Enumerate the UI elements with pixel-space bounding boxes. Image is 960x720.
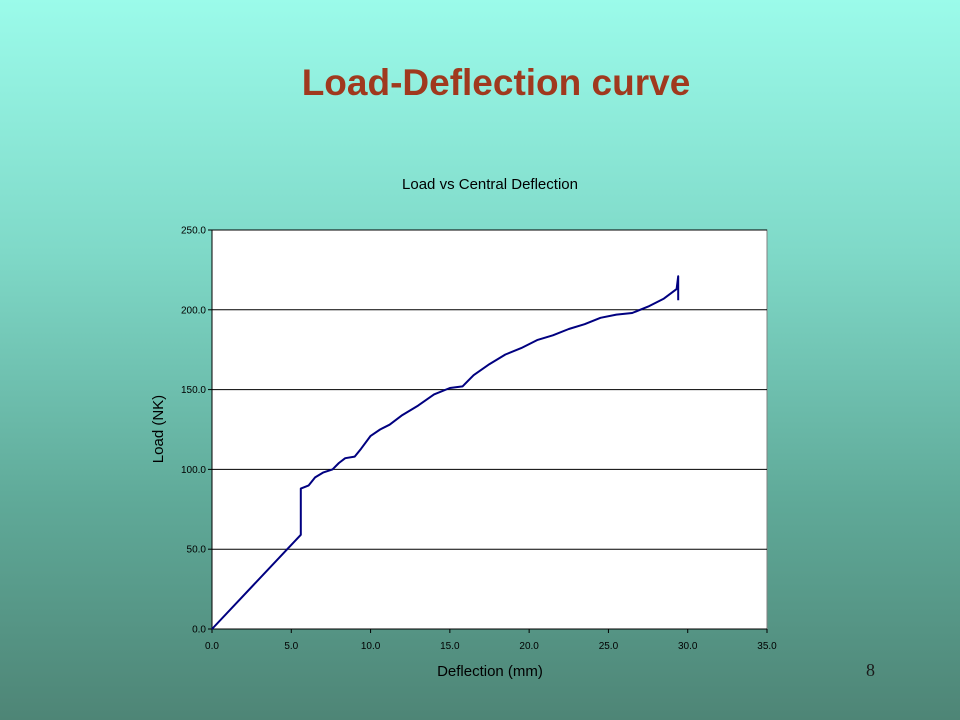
x-tick-label: 0.0 bbox=[205, 641, 219, 652]
x-tick-label: 35.0 bbox=[757, 641, 777, 652]
plot-area bbox=[211, 229, 768, 630]
y-tick-label: 0.0 bbox=[192, 625, 206, 636]
chart-title: Load vs Central Deflection bbox=[402, 176, 578, 193]
x-tick-label: 20.0 bbox=[519, 641, 539, 652]
x-tick-label: 10.0 bbox=[361, 641, 381, 652]
x-tick-label: 5.0 bbox=[284, 641, 298, 652]
series-line-0 bbox=[211, 275, 680, 630]
y-tick-label: 150.0 bbox=[181, 385, 206, 396]
x-tick-label: 15.0 bbox=[440, 641, 460, 652]
x-tick-label: 25.0 bbox=[599, 641, 619, 652]
y-tick-label: 250.0 bbox=[181, 226, 206, 237]
axes bbox=[208, 229, 768, 633]
x-axis-label: Deflection (mm) bbox=[437, 663, 543, 680]
y-axis-label: Load (NK) bbox=[150, 395, 167, 463]
slide-title: Load-Deflection curve bbox=[301, 62, 691, 103]
y-tick-label: 50.0 bbox=[187, 545, 207, 556]
x-tick-labels: 0.0 5.0 10.0 15.0 20.0 25.0 30.0 35.0 bbox=[205, 641, 777, 652]
page-number: 8 bbox=[866, 660, 875, 680]
y-tick-labels: 0.0 50.0 100.0 150.0 200.0 250.0 bbox=[181, 226, 206, 636]
gridlines bbox=[212, 229, 767, 550]
data-series bbox=[211, 275, 680, 630]
x-tick-label: 30.0 bbox=[678, 641, 698, 652]
y-tick-label: 100.0 bbox=[181, 465, 206, 476]
y-tick-label: 200.0 bbox=[181, 305, 206, 316]
